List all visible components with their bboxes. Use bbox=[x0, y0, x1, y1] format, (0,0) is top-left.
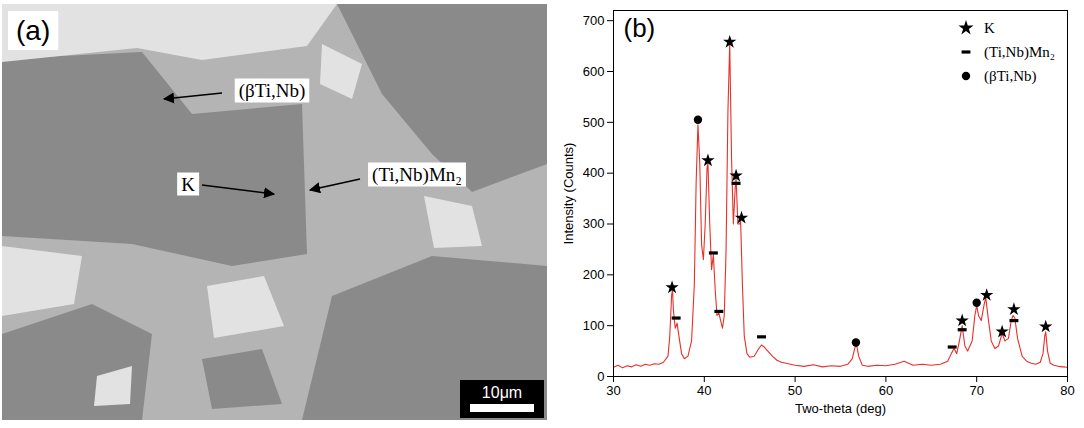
svg-text:70: 70 bbox=[969, 383, 983, 398]
svg-text:200: 200 bbox=[583, 267, 605, 282]
svg-text:40: 40 bbox=[697, 383, 711, 398]
svg-text:0: 0 bbox=[597, 369, 604, 384]
svg-text:80: 80 bbox=[1060, 383, 1074, 398]
html-text:(βTi,Nb): (βTi,Nb) bbox=[984, 67, 1037, 84]
svg-text:(a): (a) bbox=[16, 15, 50, 46]
html-text:K: K bbox=[984, 19, 995, 36]
svg-text:700: 700 bbox=[583, 13, 605, 28]
svg-text:K: K bbox=[181, 174, 195, 195]
svg-text:400: 400 bbox=[583, 165, 605, 180]
svg-text:60: 60 bbox=[879, 383, 893, 398]
svg-text:Intensity (Counts): Intensity (Counts) bbox=[561, 143, 576, 245]
svg-text:100: 100 bbox=[583, 318, 605, 333]
svg-text:50: 50 bbox=[788, 383, 802, 398]
svg-text:Two-theta (deg): Two-theta (deg) bbox=[795, 401, 886, 416]
svg-text:30: 30 bbox=[606, 383, 620, 398]
svg-text:10μm: 10μm bbox=[482, 384, 522, 401]
html-text:(Ti,Nb)Mn₂: (Ti,Nb)Mn₂ bbox=[984, 43, 1055, 60]
svg-text:(b): (b) bbox=[624, 13, 656, 43]
svg-text:600: 600 bbox=[583, 64, 605, 79]
svg-text:500: 500 bbox=[583, 114, 605, 129]
svg-text:(Ti,Nb)Mn₂: (Ti,Nb)Mn₂ bbox=[372, 164, 462, 186]
svg-text:(βTi,Nb): (βTi,Nb) bbox=[239, 80, 306, 102]
svg-text:300: 300 bbox=[583, 216, 605, 231]
